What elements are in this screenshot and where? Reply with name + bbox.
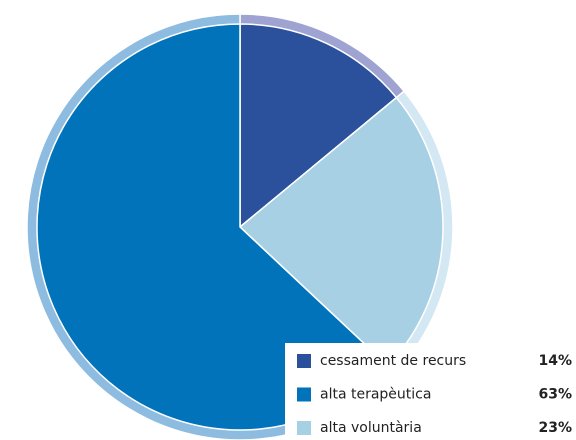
legend-box	[285, 343, 576, 440]
legend-value: 23%	[538, 420, 572, 436]
legend-value: 14%	[538, 353, 572, 369]
legend-swatch	[297, 421, 311, 435]
legend: cessament de recurs 14% alta terapèutica 63…	[285, 343, 576, 440]
legend-label: alta voluntària	[320, 420, 422, 436]
pie-slice	[239, 23, 398, 229]
legend-label: cessament de recurs	[320, 353, 466, 369]
legend-swatch	[297, 354, 311, 368]
legend-value: 63%	[538, 387, 572, 403]
legend-label: alta terapèutica	[320, 387, 431, 403]
pie-slice	[238, 96, 444, 368]
legend-swatch	[297, 387, 311, 402]
